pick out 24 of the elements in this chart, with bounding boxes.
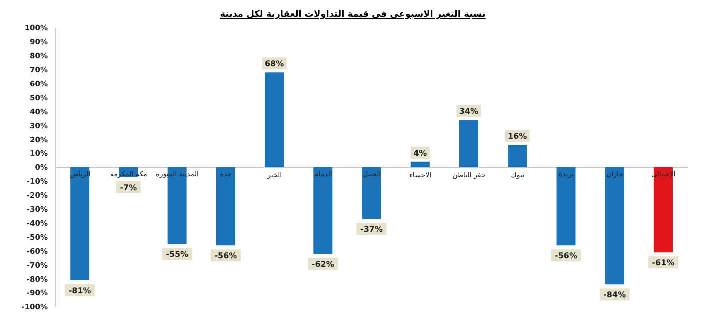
data-label: -56% bbox=[214, 252, 238, 261]
chart-title: نسبة التغير الاسبوعي في قيمة التداولات العقارية لكل مدينة bbox=[219, 9, 487, 22]
data-label: -37% bbox=[360, 225, 384, 234]
data-label: -7% bbox=[120, 183, 138, 192]
data-label: -81% bbox=[68, 286, 92, 296]
bar bbox=[314, 168, 333, 254]
bar bbox=[362, 168, 382, 220]
bar bbox=[70, 168, 90, 280]
data-label: -84% bbox=[604, 290, 626, 300]
data-label: 4% bbox=[414, 148, 428, 158]
data-label: 16% bbox=[508, 132, 528, 142]
data-label: 68% bbox=[264, 60, 284, 69]
bar bbox=[605, 168, 624, 285]
data-label: -61% bbox=[652, 258, 675, 268]
bar bbox=[410, 162, 430, 168]
data-label: 34% bbox=[459, 107, 479, 116]
data-label: -62% bbox=[312, 260, 334, 269]
bar bbox=[216, 168, 236, 246]
bar bbox=[508, 145, 528, 168]
bar bbox=[460, 120, 479, 168]
data-label: -56% bbox=[555, 252, 578, 261]
bar bbox=[265, 72, 284, 168]
bar bbox=[556, 168, 576, 246]
data-label: -55% bbox=[166, 250, 189, 260]
